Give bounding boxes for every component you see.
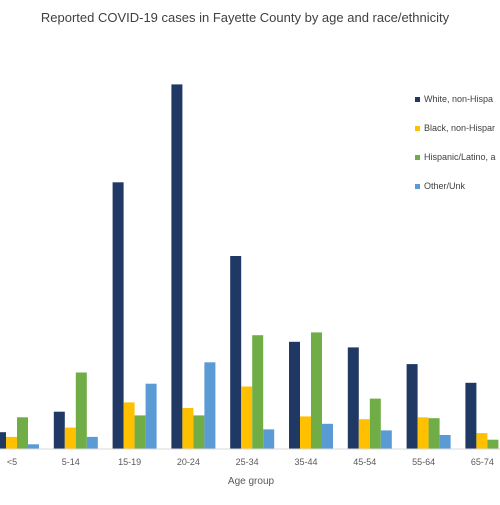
- bar-black-non-hispar--5: [6, 436, 17, 449]
- bar-hispanic-latino-a-55-64: [428, 418, 440, 449]
- legend: White, non-Hispa Black, non-Hispar Hispani…: [415, 94, 496, 191]
- bar-other-unk-5-14: [86, 436, 98, 449]
- bar-white-non-hispa-65-74: [465, 382, 477, 449]
- bar-other-unk-20-24: [204, 362, 216, 449]
- legend-swatch: [415, 97, 420, 102]
- legend-label: Hispanic/Latino, a: [424, 152, 496, 162]
- bar-other-unk-35-44: [322, 423, 333, 449]
- bar-white-non-hispa-5-14: [53, 411, 65, 449]
- x-tick-label: 25-34: [236, 457, 259, 467]
- bar-hispanic-latino-a-15-19: [134, 415, 146, 449]
- bar-other-unk-45-54: [380, 430, 392, 449]
- bar-white-non-hispa-20-24: [171, 84, 183, 450]
- x-tick-label: 65-74: [471, 457, 494, 467]
- legend-swatch: [415, 155, 420, 160]
- bar-hispanic-latino-a-25-34: [252, 335, 264, 449]
- bar-black-non-hispar-55-64: [417, 417, 429, 449]
- bar-white-non-hispa-25-34: [230, 256, 242, 449]
- bar-black-non-hispar-5-14: [64, 427, 76, 449]
- legend-label: Other/Unk: [424, 181, 466, 191]
- bar-white-non-hispa--5: [0, 432, 6, 449]
- x-tick-label: 15-19: [118, 457, 141, 467]
- bar-white-non-hispa-35-44: [289, 341, 300, 449]
- x-tick-label: 5-14: [62, 457, 80, 467]
- bar-black-non-hispar-20-24: [182, 408, 194, 449]
- bar-hispanic-latino-a-45-54: [369, 398, 381, 449]
- bar-hispanic-latino-a--5: [17, 417, 28, 449]
- x-axis-label: Age group: [228, 476, 275, 487]
- x-tick-label: <5: [7, 457, 17, 467]
- bar-black-non-hispar-15-19: [123, 402, 135, 449]
- bar-hispanic-latino-a-35-44: [311, 332, 322, 449]
- bar-black-non-hispar-65-74: [476, 433, 488, 449]
- bar-white-non-hispa-15-19: [112, 182, 124, 450]
- bar-white-non-hispa-55-64: [406, 364, 418, 449]
- x-tick-label: 55-64: [412, 457, 435, 467]
- x-tick-label: 45-54: [353, 457, 376, 467]
- bar-black-non-hispar-25-34: [241, 386, 253, 449]
- bar-other-unk--5: [28, 444, 39, 449]
- bars-group: [0, 84, 499, 450]
- x-tick-label: 20-24: [177, 457, 200, 467]
- legend-swatch: [415, 126, 420, 131]
- bar-white-non-hispa-45-54: [347, 347, 359, 449]
- legend-swatch: [415, 184, 420, 189]
- x-tick-labels: <5 5-14 15-19 20-24 25-34 35-44 45-54 55-64 65-7…: [7, 457, 494, 467]
- bar-black-non-hispar-35-44: [300, 416, 311, 449]
- bar-other-unk-25-34: [263, 429, 275, 449]
- chart-title: Reported COVID-19 cases in Fayette Count…: [41, 10, 450, 25]
- bar-other-unk-55-64: [439, 435, 451, 449]
- bar-other-unk-15-19: [145, 383, 157, 449]
- bar-hispanic-latino-a-5-14: [75, 372, 87, 449]
- legend-label: White, non-Hispa: [424, 94, 493, 104]
- bar-hispanic-latino-a-65-74: [487, 439, 499, 449]
- bar-hispanic-latino-a-20-24: [193, 415, 205, 449]
- x-tick-label: 35-44: [294, 457, 317, 467]
- legend-label: Black, non-Hispar: [424, 123, 495, 133]
- bar-black-non-hispar-45-54: [358, 419, 370, 449]
